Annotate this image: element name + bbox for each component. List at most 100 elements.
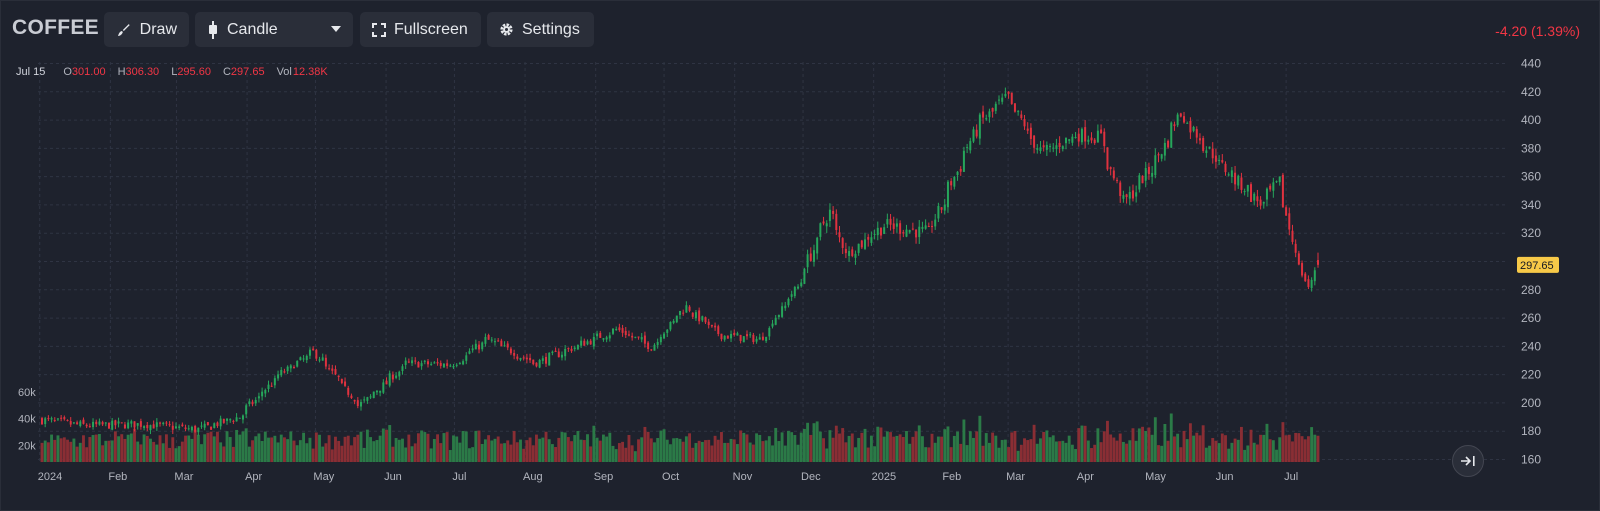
toolbar: COFFEE Draw Candle Fullscreen Settings -…: [0, 0, 1600, 60]
volume-bar: [1023, 438, 1026, 462]
volume-bar: [381, 428, 385, 462]
candle-body: [133, 421, 136, 428]
candle-body: [366, 397, 369, 401]
volume-bar: [828, 430, 832, 462]
volume-bar: [193, 429, 197, 462]
volume-bar: [1125, 443, 1129, 462]
volume-bar: [946, 426, 950, 462]
go-to-latest-button[interactable]: [1452, 445, 1484, 477]
candle-body: [136, 423, 139, 426]
volume-bar: [1157, 445, 1160, 462]
volume-bar: [203, 434, 207, 462]
draw-label: Draw: [139, 20, 177, 38]
volume-bar: [1147, 427, 1151, 462]
volume-bar: [665, 439, 669, 462]
volume-bar: [672, 438, 676, 462]
volume-bar: [528, 437, 532, 462]
candle-body: [114, 420, 117, 426]
candle-body: [200, 425, 203, 427]
candle-body: [1160, 154, 1163, 159]
volume-bar: [1039, 438, 1042, 462]
candle-body: [226, 418, 229, 421]
volume-bar: [244, 428, 248, 462]
candle-body: [525, 357, 528, 360]
candle-body: [283, 371, 286, 373]
volume-bar: [1227, 448, 1231, 462]
volume-bar: [452, 435, 455, 462]
candle-body: [219, 418, 222, 427]
volume-bar: [149, 438, 152, 462]
price-tick-label: 360: [1521, 170, 1541, 184]
volume-bar: [289, 431, 293, 462]
volume-bar: [1291, 441, 1294, 462]
volume-bar: [525, 440, 529, 462]
volume-bar: [1313, 434, 1317, 462]
volume-bar: [1070, 444, 1074, 462]
volume-bar: [688, 433, 692, 462]
volume-bar: [681, 441, 685, 462]
candle-body: [812, 250, 815, 262]
draw-button[interactable]: Draw: [104, 12, 189, 47]
fullscreen-button[interactable]: Fullscreen: [360, 12, 481, 47]
volume-bar: [633, 451, 637, 462]
candle-body: [707, 321, 710, 326]
volume-bar: [1032, 424, 1036, 462]
time-tick-label: Feb: [108, 471, 127, 483]
candle-body: [1259, 199, 1262, 206]
volume-bar: [164, 434, 168, 462]
candle-body: [347, 387, 350, 395]
candle-body: [1291, 230, 1294, 242]
settings-button[interactable]: Settings: [487, 12, 594, 47]
candle-body: [1049, 146, 1052, 148]
candle-body: [1208, 146, 1211, 149]
candle-body: [1020, 114, 1023, 119]
volume-bar: [774, 427, 778, 462]
candle-body: [162, 422, 165, 424]
candle-body: [1116, 179, 1119, 181]
candle-body: [522, 357, 525, 359]
candle-body: [232, 420, 235, 422]
candle-body: [902, 232, 905, 234]
candle-body: [149, 425, 152, 431]
time-tick-label: Nov: [733, 471, 753, 483]
price-tick-label: 240: [1521, 339, 1541, 353]
volume-bar: [1141, 426, 1144, 462]
candle-body: [742, 336, 745, 343]
volume-bar: [643, 426, 647, 462]
candle-body: [1068, 139, 1071, 141]
candle-body: [745, 334, 748, 337]
volume-bar: [745, 434, 749, 462]
volume-bar: [755, 433, 758, 462]
candle-body: [417, 361, 420, 368]
volume-bar: [952, 435, 956, 462]
volume-bar: [914, 431, 918, 462]
chart-type-label: Candle: [227, 20, 278, 38]
price-tick-label: 380: [1521, 141, 1541, 155]
volume-bar: [984, 433, 988, 462]
time-tick-label: Jun: [384, 471, 402, 483]
candle-body: [280, 369, 283, 376]
candle-body: [1307, 279, 1310, 287]
time-tick-label: Apr: [245, 471, 262, 483]
candle-body: [714, 325, 717, 328]
volume-bar: [1173, 436, 1176, 462]
candle-body: [1294, 243, 1297, 253]
chart-type-select[interactable]: Candle: [195, 12, 353, 47]
volume-bar: [1192, 435, 1196, 462]
candle-body: [755, 338, 758, 342]
volume-bar: [930, 433, 934, 462]
candle-body: [752, 334, 755, 343]
volume-bar: [949, 447, 953, 462]
volume-bar: [716, 439, 720, 462]
volume-bar: [522, 448, 526, 462]
candle-body: [576, 344, 579, 350]
volume-bar: [882, 436, 886, 462]
volume-bar: [1271, 440, 1275, 462]
volume-bar: [448, 450, 452, 462]
volume-bar: [691, 447, 695, 462]
candle-body: [92, 421, 95, 427]
candle-body: [197, 427, 200, 433]
time-tick-label: Oct: [662, 471, 679, 483]
volume-bar: [391, 446, 395, 462]
